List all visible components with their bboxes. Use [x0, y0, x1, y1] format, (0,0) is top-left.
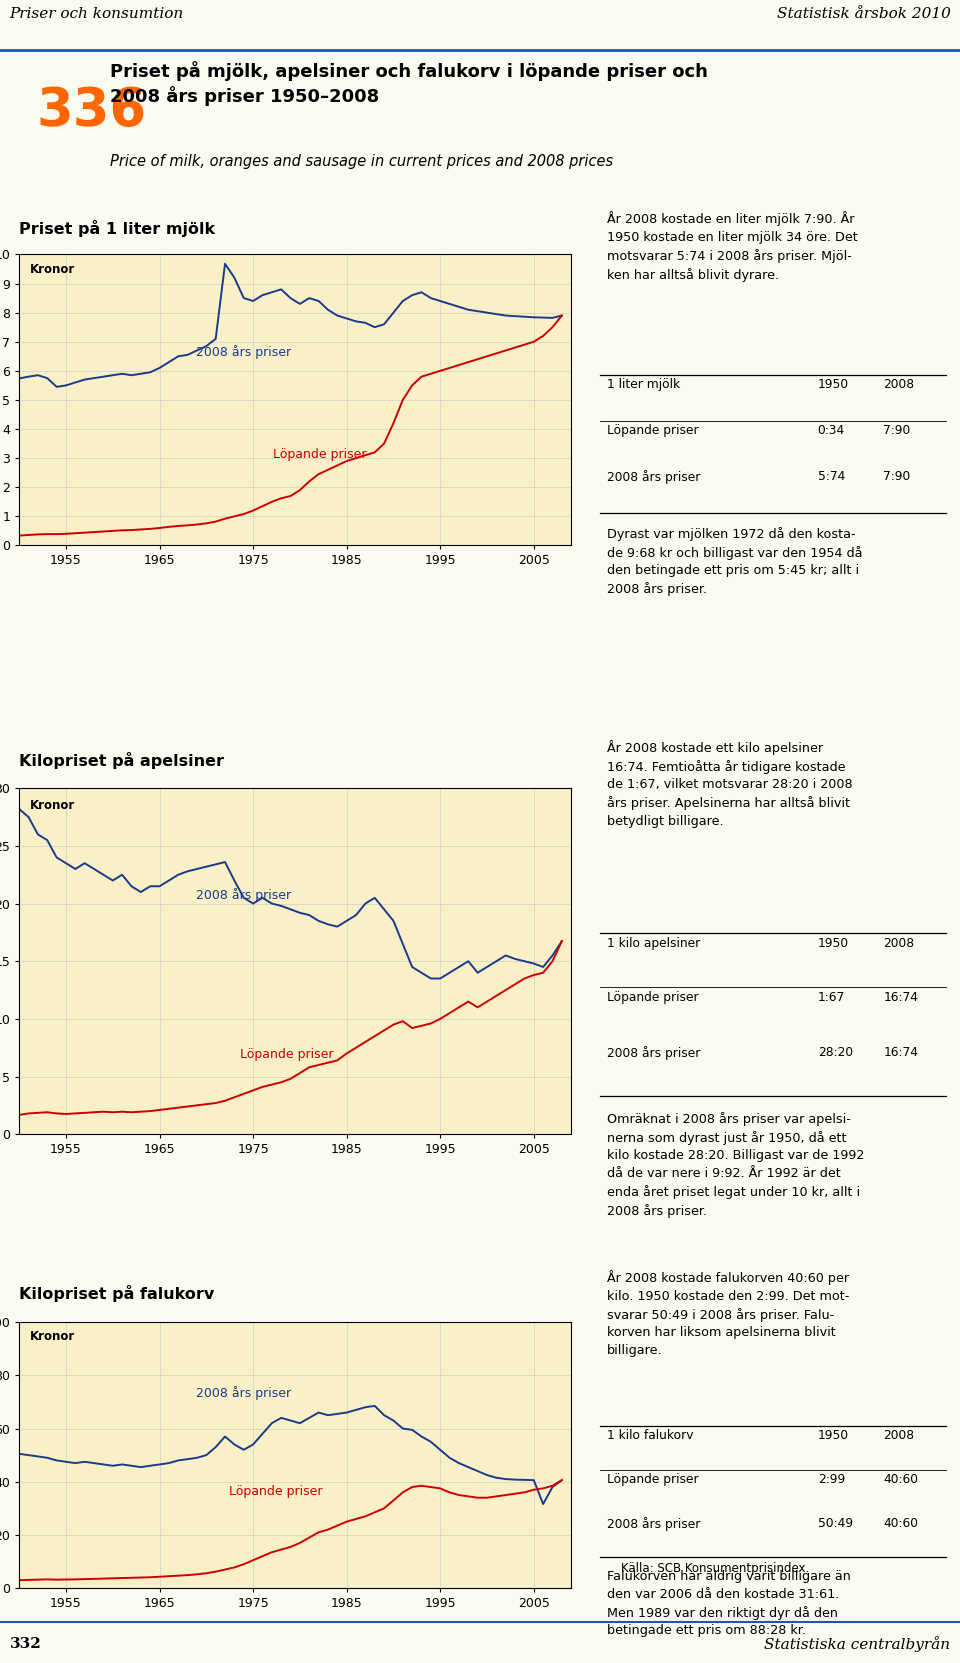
- Text: Priset på 1 liter mjölk: Priset på 1 liter mjölk: [19, 220, 215, 238]
- Text: 40:60: 40:60: [883, 1517, 919, 1530]
- Text: 2008 års priser: 2008 års priser: [196, 1385, 291, 1400]
- Text: 2008: 2008: [883, 936, 915, 950]
- Text: 2008 års priser: 2008 års priser: [196, 346, 291, 359]
- Text: 336: 336: [36, 85, 147, 136]
- Text: 2008 års priser: 2008 års priser: [607, 1046, 700, 1059]
- Text: Löpande priser: Löpande priser: [228, 1485, 323, 1498]
- Text: Priser och konsumtion: Priser och konsumtion: [10, 7, 184, 22]
- Text: Statistisk årsbok 2010: Statistisk årsbok 2010: [777, 7, 950, 22]
- Text: Priset på mjölk, apelsiner och falukorv i löpande priser och
2008 års priser 195: Priset på mjölk, apelsiner och falukorv …: [110, 62, 708, 106]
- Text: 28:20: 28:20: [818, 1046, 852, 1059]
- Text: 5:74: 5:74: [818, 471, 845, 484]
- Text: 1:67: 1:67: [818, 991, 845, 1004]
- Text: 0:34: 0:34: [818, 424, 845, 437]
- Text: 16:74: 16:74: [883, 991, 919, 1004]
- Text: Kilopriset på apelsiner: Kilopriset på apelsiner: [19, 752, 225, 770]
- Text: 2008 års priser: 2008 års priser: [196, 888, 291, 901]
- Text: 1 liter mjölk: 1 liter mjölk: [607, 379, 680, 391]
- Text: Kronor: Kronor: [30, 263, 76, 276]
- Text: 1950: 1950: [818, 1429, 849, 1442]
- Text: 2:99: 2:99: [818, 1473, 845, 1487]
- Text: 1950: 1950: [818, 379, 849, 391]
- Text: 332: 332: [10, 1636, 41, 1651]
- Text: 50:49: 50:49: [818, 1517, 852, 1530]
- Text: Löpande priser: Löpande priser: [607, 1473, 699, 1487]
- Text: Löpande priser: Löpande priser: [240, 1048, 333, 1061]
- Text: Omräknat i 2008 års priser var apelsi-
nerna som dyrast just år 1950, då ett
kil: Omräknat i 2008 års priser var apelsi- n…: [607, 1113, 864, 1217]
- Text: 7:90: 7:90: [883, 471, 911, 484]
- Text: 40:60: 40:60: [883, 1473, 919, 1487]
- Text: År 2008 kostade en liter mjölk 7:90. År
1950 kostade en liter mjölk 34 öre. Det
: År 2008 kostade en liter mjölk 7:90. År …: [607, 211, 857, 281]
- Text: Källa: SCB Konsumentprisindex.: Källa: SCB Konsumentprisindex.: [621, 1562, 809, 1575]
- Text: 2008 års priser: 2008 års priser: [607, 471, 700, 484]
- Text: Statistiska centralbyrån: Statistiska centralbyrån: [764, 1636, 950, 1651]
- Text: 16:74: 16:74: [883, 1046, 919, 1059]
- Text: Löpande priser: Löpande priser: [607, 991, 699, 1004]
- Text: Falukorven har aldrig varit billigare än
den var 2006 då den kostade 31:61.
Men : Falukorven har aldrig varit billigare än…: [607, 1570, 851, 1638]
- Text: 2008: 2008: [883, 1429, 915, 1442]
- Text: Kronor: Kronor: [30, 798, 76, 812]
- Text: År 2008 kostade falukorven 40:60 per
kilo. 1950 kostade den 2:99. Det mot-
svara: År 2008 kostade falukorven 40:60 per kil…: [607, 1271, 850, 1357]
- Text: Dyrast var mjölken 1972 då den kosta-
de 9:68 kr och billigast var den 1954 då
d: Dyrast var mjölken 1972 då den kosta- de…: [607, 527, 862, 595]
- Text: Löpande priser: Löpande priser: [273, 447, 367, 461]
- Text: 7:90: 7:90: [883, 424, 911, 437]
- Text: 1 kilo falukorv: 1 kilo falukorv: [607, 1429, 693, 1442]
- Text: Kilopriset på falukorv: Kilopriset på falukorv: [19, 1284, 214, 1302]
- Text: Löpande priser: Löpande priser: [607, 424, 699, 437]
- Text: Price of milk, oranges and sausage in current prices and 2008 prices: Price of milk, oranges and sausage in cu…: [110, 155, 613, 170]
- Text: 1 kilo apelsiner: 1 kilo apelsiner: [607, 936, 700, 950]
- Text: Kronor: Kronor: [30, 1330, 76, 1344]
- Text: 2008: 2008: [883, 379, 915, 391]
- Text: 1950: 1950: [818, 936, 849, 950]
- Text: År 2008 kostade ett kilo apelsiner
16:74. Femtioåtta år tidigare kostade
de 1:67: År 2008 kostade ett kilo apelsiner 16:74…: [607, 740, 852, 828]
- Text: 2008 års priser: 2008 års priser: [607, 1517, 700, 1530]
